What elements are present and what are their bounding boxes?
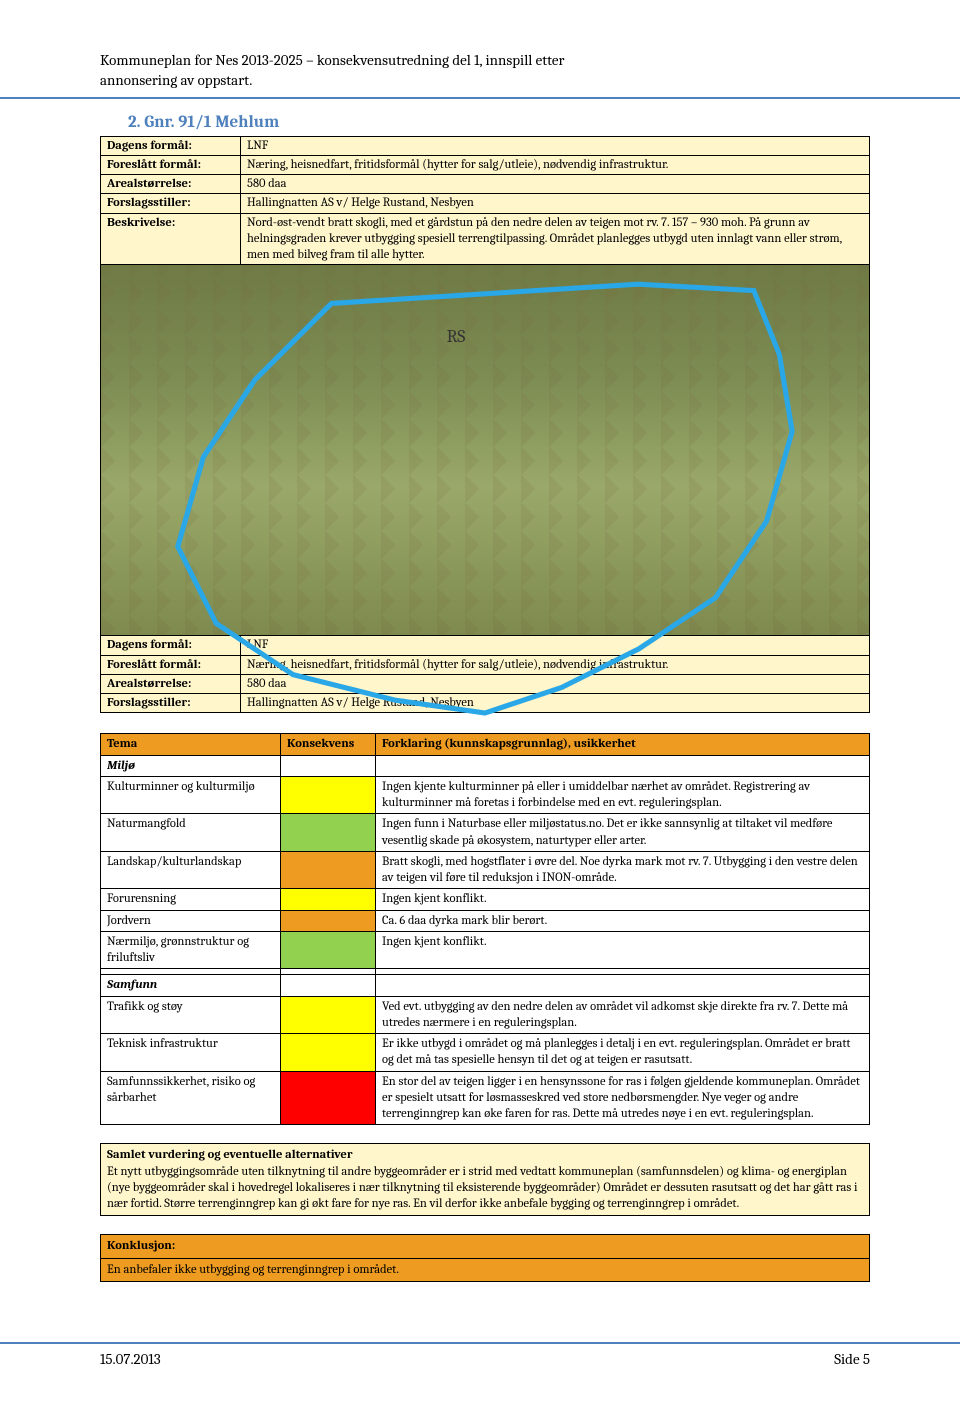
section-name: Gnr. 91/1 Mehlum [144, 113, 279, 132]
content-area: 2. Gnr. 91/1 Mehlum Dagens formål:LNFFor… [0, 113, 960, 1282]
tema-cell-konsekvens [281, 889, 376, 910]
tema-cell-forklaring: Er ikke utbygd i området og må planlegge… [376, 1034, 870, 1072]
map-outline [178, 284, 792, 713]
map-cell: RS [101, 265, 870, 636]
tema-cell-tema: Kulturminner og kulturmiljø [101, 776, 281, 814]
tema-empty [281, 755, 376, 776]
map-placeholder: RS [101, 265, 869, 635]
tema-cell-konsekvens [281, 1071, 376, 1125]
tema-cell-forklaring: Ingen kjente kulturminner på eller i umi… [376, 776, 870, 814]
tema-cell-konsekvens [281, 814, 376, 852]
tema-cell-tema: Trafikk og støy [101, 996, 281, 1034]
map-label: RS [447, 327, 466, 347]
info-value: LNF [241, 136, 870, 155]
info-label: Foreslått formål: [101, 155, 241, 174]
map-svg: RS [101, 265, 869, 739]
tema-cell-konsekvens [281, 996, 376, 1034]
footer-page: Side 5 [834, 1350, 870, 1368]
tema-cell-tema: Teknisk infrastruktur [101, 1034, 281, 1072]
tema-cell-forklaring: Ingen funn i Naturbase eller miljøstatus… [376, 814, 870, 852]
info-value: Næring, heisnedfart, fritidsformål (hytt… [241, 155, 870, 174]
tema-cell-tema: Jordvern [101, 910, 281, 931]
info-table: Dagens formål:LNFForeslått formål:Næring… [100, 136, 870, 714]
tema-cell-konsekvens [281, 910, 376, 931]
tema-table: Tema Konsekvens Forklaring (kunnskapsgru… [100, 733, 870, 1125]
tema-cell-forklaring: Ingen kjent konflikt. [376, 931, 870, 969]
konklusjon-title: Konklusjon: [101, 1235, 870, 1258]
vurdering-title: Samlet vurdering og eventuelle alternati… [107, 1148, 353, 1162]
tema-cell-forklaring: Bratt skogli, med hogstflater i øvre del… [376, 851, 870, 889]
tema-cell-tema: Naturmangfold [101, 814, 281, 852]
tema-cell-forklaring: Ingen kjent konflikt. [376, 889, 870, 910]
tema-group-title: Samfunn [101, 975, 281, 996]
page-header: Kommuneplan for Nes 2013-2025 – konsekve… [0, 50, 960, 97]
tema-cell-konsekvens [281, 1034, 376, 1072]
konklusjon-box: Konklusjon: En anbefaler ikke utbygging … [100, 1234, 870, 1282]
desc-value: Nord-øst-vendt bratt skogli, med et gård… [241, 213, 870, 265]
tema-cell-konsekvens [281, 776, 376, 814]
vurdering-box: Samlet vurdering og eventuelle alternati… [100, 1143, 870, 1216]
vurdering-body: Et nytt utbyggingsområde uten tilknytnin… [107, 1165, 858, 1212]
konklusjon-body: En anbefaler ikke utbygging og terrengin… [101, 1258, 870, 1281]
tema-cell-tema: Forurensning [101, 889, 281, 910]
tema-empty [376, 755, 870, 776]
info-label: Forslagsstiller: [101, 194, 241, 213]
info-value: 580 daa [241, 175, 870, 194]
header-line1: Kommuneplan for Nes 2013-2025 – konsekve… [100, 51, 564, 69]
tema-cell-konsekvens [281, 931, 376, 969]
tema-cell-tema: Nærmiljø, grønnstruktur og friluftsliv [101, 931, 281, 969]
tema-empty [281, 975, 376, 996]
header-rule [0, 97, 960, 99]
info-label: Dagens formål: [101, 136, 241, 155]
header-line2: annonsering av oppstart. [100, 71, 252, 89]
desc-label: Beskrivelse: [101, 213, 241, 265]
tema-cell-tema: Samfunnssikkerhet, risiko og sårbarhet [101, 1071, 281, 1125]
footer-date: 15.07.2013 [100, 1350, 161, 1368]
tema-cell-forklaring: Ca. 6 daa dyrka mark blir berørt. [376, 910, 870, 931]
footer: 15.07.2013 Side 5 [0, 1350, 960, 1368]
info-label: Arealstørrelse: [101, 175, 241, 194]
tema-cell-tema: Landskap/kulturlandskap [101, 851, 281, 889]
footer-wrap: 15.07.2013 Side 5 [0, 1342, 960, 1368]
tema-empty [376, 975, 870, 996]
tema-cell-konsekvens [281, 851, 376, 889]
tema-group-title: Miljø [101, 755, 281, 776]
info-value: Hallingnatten AS v/ Helge Rustand, Nesby… [241, 194, 870, 213]
tema-cell-forklaring: En stor del av teigen ligger i en hensyn… [376, 1071, 870, 1125]
footer-rule [0, 1342, 960, 1344]
section-title: 2. Gnr. 91/1 Mehlum [128, 113, 870, 132]
tema-cell-forklaring: Ved evt. utbygging av den nedre delen av… [376, 996, 870, 1034]
section-number: 2. [128, 113, 141, 132]
